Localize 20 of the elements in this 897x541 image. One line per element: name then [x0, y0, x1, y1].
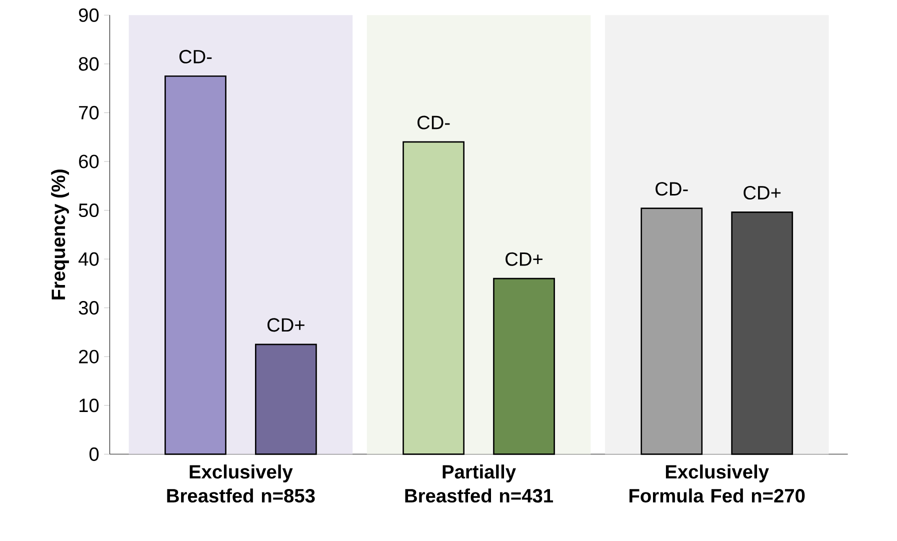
series-label: CD- — [179, 50, 212, 64]
x-tick-label: Exclusively Breastfed n=853 — [167, 464, 315, 502]
y-tick-label: 0 — [89, 447, 99, 461]
y-tick-label: 70 — [79, 106, 99, 120]
text: CD+ — [744, 186, 781, 200]
text: CD- — [418, 116, 450, 130]
x-tick-label: Partially Breastfed n=431 — [405, 464, 554, 502]
series-label: CD+ — [267, 318, 304, 332]
y-tick-label: 30 — [78, 300, 99, 314]
y-tick-label: 80 — [78, 57, 99, 71]
y-tick-label: 60 — [79, 154, 99, 168]
text: CD- — [656, 182, 688, 196]
y-tick-label: 10 — [80, 398, 99, 412]
y-axis-title: Frequency (%) — [51, 170, 69, 300]
y-tick-label: 20 — [79, 350, 99, 364]
x-tick-label: Exclusively Formula Fed n=270 — [630, 464, 805, 502]
y-tick-label: 40 — [78, 252, 99, 266]
text: CD+ — [506, 252, 542, 266]
y-tick-label: 90 — [78, 8, 99, 22]
y-tick-label: 50 — [78, 203, 99, 217]
